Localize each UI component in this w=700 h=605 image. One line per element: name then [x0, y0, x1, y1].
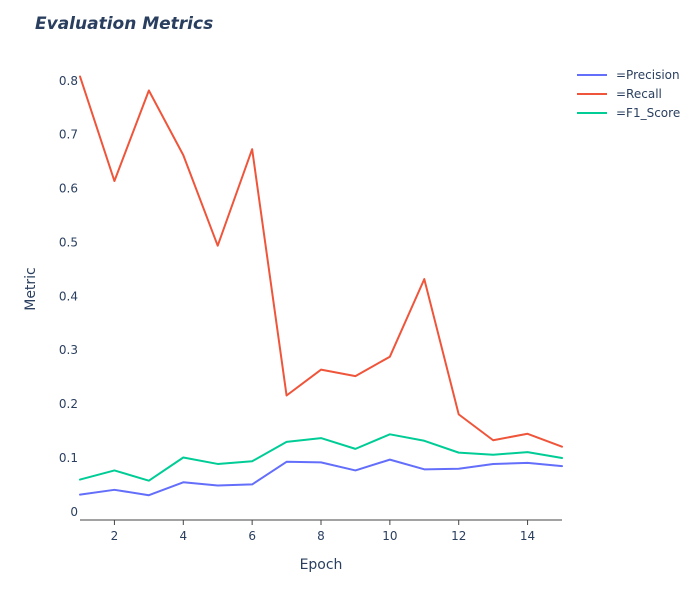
y-axis-ticks: 0 0.1 0.2 0.3 0.4 0.5 0.6 0.7 0.8 [59, 74, 78, 519]
y-tick-label: 0.6 [59, 182, 78, 196]
x-tick-label: 4 [179, 529, 187, 543]
legend-item-recall[interactable]: =Recall [577, 87, 662, 101]
x-axis-ticks: 2 4 6 8 10 12 14 [111, 520, 535, 543]
legend-item-precision[interactable]: =Precision [577, 68, 680, 82]
x-tick-label: 14 [520, 529, 535, 543]
x-tick-label: 8 [317, 529, 325, 543]
legend: =Precision =Recall =F1_Score [577, 68, 680, 120]
y-axis-title-group: Metric [23, 267, 39, 311]
series-layer [79, 75, 563, 497]
series-line-recall [79, 75, 563, 448]
series-line-f1-score [79, 433, 563, 482]
y-tick-label: 0 [70, 505, 78, 519]
y-tick-label: 0.8 [59, 74, 78, 88]
x-tick-label: 12 [451, 529, 466, 543]
legend-item-f1-score[interactable]: =F1_Score [577, 106, 680, 120]
y-tick-label: 0.3 [59, 343, 78, 357]
chart-title: Evaluation Metrics [35, 14, 213, 34]
y-tick-label: 0.5 [59, 235, 78, 249]
y-tick-label: 0.4 [59, 289, 78, 303]
x-tick-label: 10 [382, 529, 397, 543]
series-line-precision [79, 458, 563, 497]
legend-label: =F1_Score [616, 106, 680, 120]
legend-label: =Precision [616, 68, 680, 82]
y-axis-title: Metric [23, 267, 39, 311]
y-tick-label: 0.2 [59, 397, 78, 411]
x-tick-label: 2 [111, 529, 119, 543]
x-axis-title: Epoch [300, 557, 343, 573]
y-tick-label: 0.1 [59, 451, 78, 465]
legend-label: =Recall [616, 87, 662, 101]
x-tick-label: 6 [248, 529, 256, 543]
y-tick-label: 0.7 [59, 128, 78, 142]
